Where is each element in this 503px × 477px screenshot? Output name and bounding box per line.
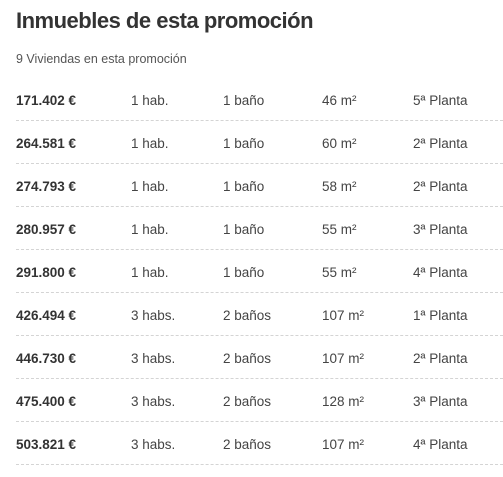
unit-rooms: 1 hab. (131, 179, 169, 194)
unit-price: 291.800 € (16, 265, 77, 280)
unit-area: 107 m² (322, 351, 365, 366)
unit-area: 58 m² (322, 179, 357, 194)
unit-price: 446.730 € (16, 351, 77, 366)
unit-floor: 2ª Planta (413, 351, 468, 366)
unit-price: 264.581 € (16, 136, 77, 151)
unit-baths: 1 baño (223, 136, 265, 151)
unit-floor: 3ª Planta (413, 394, 468, 409)
unit-area: 55 m² (322, 265, 357, 280)
unit-baths: 1 baño (223, 93, 265, 108)
unit-baths: 2 baños (223, 394, 272, 409)
unit-baths: 2 baños (223, 308, 272, 323)
unit-rooms: 3 habs. (131, 308, 176, 323)
unit-row[interactable]: 171.402 € 1 hab. 1 baño 46 m² 5ª Planta (16, 78, 503, 121)
unit-floor: 2ª Planta (413, 136, 468, 151)
unit-row[interactable]: 503.821 € 3 habs. 2 baños 107 m² 4ª Plan… (16, 422, 503, 465)
units-count: 9 Viviendas en esta promoción (16, 52, 187, 66)
unit-price: 475.400 € (16, 394, 77, 409)
unit-floor: 1ª Planta (413, 308, 468, 323)
unit-rooms: 3 habs. (131, 437, 176, 452)
unit-area: 46 m² (322, 93, 357, 108)
unit-floor: 4ª Planta (413, 437, 468, 452)
unit-baths: 1 baño (223, 179, 265, 194)
unit-floor: 4ª Planta (413, 265, 468, 280)
unit-rooms: 3 habs. (131, 351, 176, 366)
unit-row[interactable]: 280.957 € 1 hab. 1 baño 55 m² 3ª Planta (16, 207, 503, 250)
unit-price: 274.793 € (16, 179, 77, 194)
unit-floor: 2ª Planta (413, 179, 468, 194)
unit-baths: 2 baños (223, 351, 272, 366)
unit-floor: 5ª Planta (413, 93, 468, 108)
unit-area: 60 m² (322, 136, 357, 151)
unit-area: 55 m² (322, 222, 357, 237)
unit-area: 107 m² (322, 308, 365, 323)
unit-rooms: 1 hab. (131, 136, 169, 151)
unit-price: 280.957 € (16, 222, 77, 237)
unit-price: 171.402 € (16, 93, 77, 108)
unit-baths: 2 baños (223, 437, 272, 452)
unit-rooms: 1 hab. (131, 93, 169, 108)
unit-row[interactable]: 446.730 € 3 habs. 2 baños 107 m² 2ª Plan… (16, 336, 503, 379)
unit-rooms: 3 habs. (131, 394, 176, 409)
unit-row[interactable]: 274.793 € 1 hab. 1 baño 58 m² 2ª Planta (16, 164, 503, 207)
unit-area: 107 m² (322, 437, 365, 452)
unit-rooms: 1 hab. (131, 222, 169, 237)
unit-baths: 1 baño (223, 222, 265, 237)
unit-row[interactable]: 291.800 € 1 hab. 1 baño 55 m² 4ª Planta (16, 250, 503, 293)
unit-area: 128 m² (322, 394, 365, 409)
section-title: Inmuebles de esta promoción (16, 8, 314, 33)
unit-floor: 3ª Planta (413, 222, 468, 237)
units-table: 171.402 € 1 hab. 1 baño 46 m² 5ª Planta … (16, 78, 503, 465)
unit-row[interactable]: 475.400 € 3 habs. 2 baños 128 m² 3ª Plan… (16, 379, 503, 422)
unit-row[interactable]: 264.581 € 1 hab. 1 baño 60 m² 2ª Planta (16, 121, 503, 164)
unit-price: 426.494 € (16, 308, 77, 323)
unit-baths: 1 baño (223, 265, 265, 280)
unit-row[interactable]: 426.494 € 3 habs. 2 baños 107 m² 1ª Plan… (16, 293, 503, 336)
unit-price: 503.821 € (16, 437, 77, 452)
unit-rooms: 1 hab. (131, 265, 169, 280)
